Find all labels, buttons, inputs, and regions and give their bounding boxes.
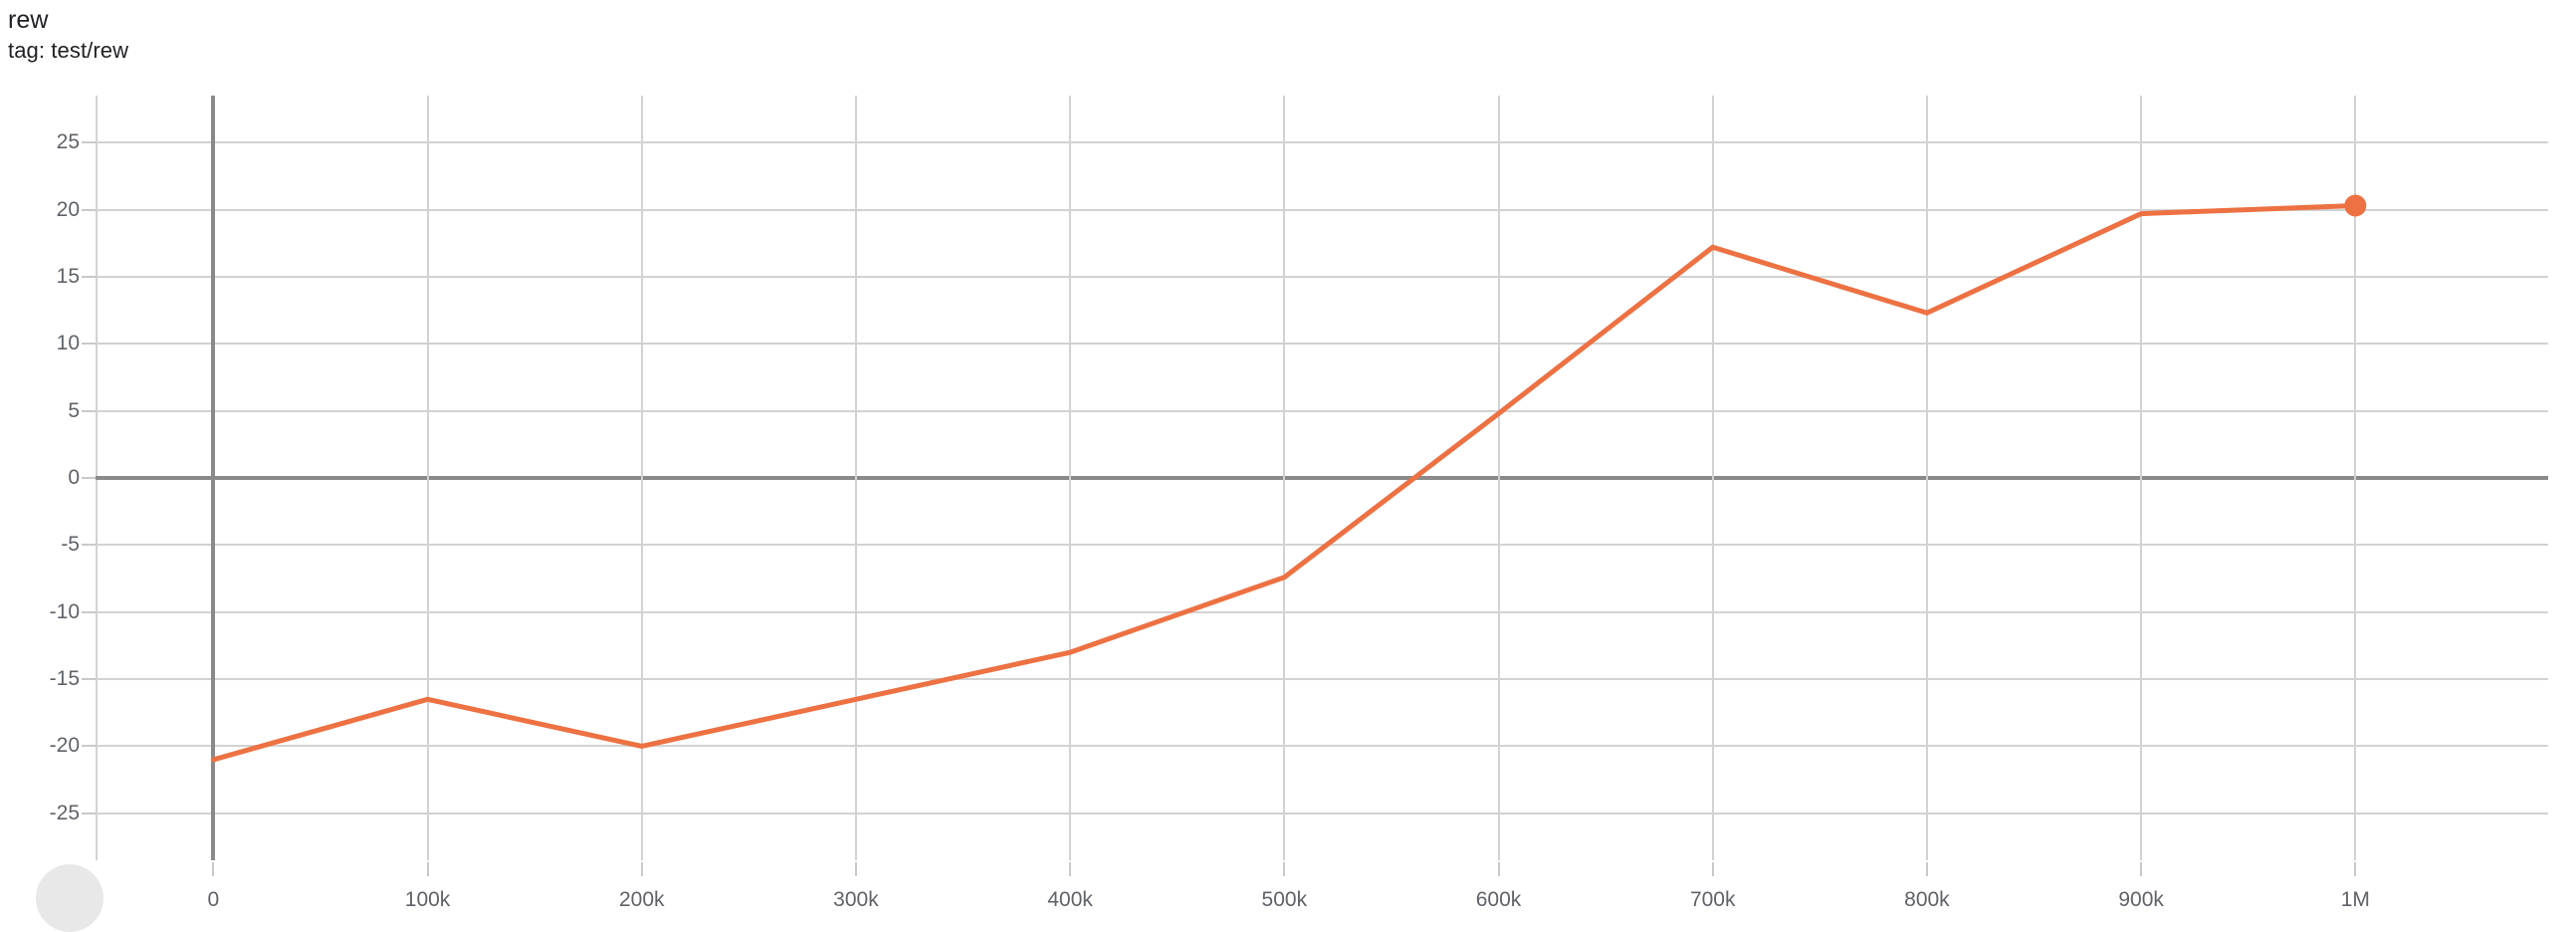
gridline-horizontal xyxy=(96,812,2548,815)
y-tick-label: 25 xyxy=(56,130,80,154)
x-tick-label: 100k xyxy=(404,888,451,911)
y-tick-label: 20 xyxy=(56,197,80,221)
y-tick-label: -20 xyxy=(49,734,80,758)
x-tick-mark xyxy=(1711,862,1714,876)
gridline-horizontal xyxy=(96,610,2548,613)
gridline-horizontal xyxy=(96,275,2548,278)
gridline-vertical xyxy=(854,96,857,860)
y-tick-label: 15 xyxy=(56,264,80,288)
x-tick-label: 500k xyxy=(1261,888,1308,911)
page-title: rew xyxy=(8,6,49,34)
y-tick-label: -10 xyxy=(49,599,80,623)
series-layer xyxy=(210,194,2367,763)
series-endpoint-marker xyxy=(2344,194,2367,217)
x-tick-mark xyxy=(640,862,643,876)
y-tick-mark xyxy=(82,745,96,748)
y-axis-line xyxy=(211,96,216,860)
series-line-test-rew xyxy=(210,202,2358,763)
y-tick-mark xyxy=(82,678,96,681)
x-tick-mark xyxy=(1925,862,1928,876)
plot-area[interactable] xyxy=(96,96,2548,860)
x-tick-mark xyxy=(2354,862,2357,876)
x-tick-mark xyxy=(854,862,857,876)
x-axis-labels: 0 100k 200k 300k 400k 500k 600k 700k 800k 900k 1M xyxy=(96,862,2548,911)
gridline-vertical xyxy=(2140,96,2143,860)
x-tick-mark xyxy=(212,862,215,876)
gridline-horizontal xyxy=(96,678,2548,681)
x-tick-label: 400k xyxy=(1047,888,1093,911)
y-tick-mark xyxy=(82,275,96,278)
x-tick-label: 1M xyxy=(2340,888,2370,911)
y-tick-label: -15 xyxy=(49,667,80,691)
y-tick-mark xyxy=(82,343,96,346)
x-tick-mark xyxy=(426,862,429,876)
gridline-horizontal xyxy=(96,745,2548,748)
y-tick-mark xyxy=(82,409,96,412)
x-tick-mark xyxy=(1283,862,1286,876)
x-tick-label: 300k xyxy=(833,888,879,911)
gridline-vertical xyxy=(1069,96,1072,860)
y-axis-tick-marks xyxy=(0,96,96,860)
y-tick-mark xyxy=(82,610,96,613)
y-axis-labels: 25 20 15 10 5 0 -5 -10 -15 -20 -25 xyxy=(0,96,80,860)
gridline-horizontal xyxy=(96,343,2548,346)
x-tick-label: 800k xyxy=(1904,888,1950,911)
x-tick-label: 0 xyxy=(207,888,220,911)
gridline-vertical xyxy=(1283,96,1286,860)
gridline-horizontal xyxy=(96,141,2548,144)
x-tick-mark xyxy=(1069,862,1072,876)
x-tick-mark xyxy=(2140,862,2143,876)
chart-tag-label: tag: test/rew xyxy=(8,37,129,63)
y-tick-label: -25 xyxy=(49,801,80,824)
y-tick-mark xyxy=(82,208,96,211)
x-tick-label: 900k xyxy=(2118,888,2164,911)
x-tick-mark xyxy=(1497,862,1500,876)
gridline-horizontal xyxy=(96,544,2548,547)
x-tick-label: 700k xyxy=(1689,888,1736,911)
gridline-horizontal xyxy=(96,409,2548,412)
gridline-horizontal xyxy=(96,208,2548,211)
gridline-vertical xyxy=(640,96,643,860)
gridline-vertical xyxy=(426,96,429,860)
y-tick-label: 5 xyxy=(68,398,80,422)
gridline-vertical xyxy=(1925,96,1928,860)
y-tick-label: 10 xyxy=(56,332,80,355)
gridline-vertical xyxy=(1711,96,1714,860)
y-tick-label: 0 xyxy=(68,466,80,489)
x-tick-label: 600k xyxy=(1475,888,1522,911)
y-tick-label: -5 xyxy=(61,533,80,557)
x-tick-label: 200k xyxy=(618,888,665,911)
y-tick-mark xyxy=(82,812,96,815)
gridline-vertical xyxy=(2354,96,2357,860)
y-tick-mark xyxy=(82,544,96,547)
y-tick-mark xyxy=(82,477,96,479)
gridline-vertical xyxy=(1497,96,1500,860)
corner-decoration-circle xyxy=(36,864,104,932)
zero-gridline xyxy=(96,476,2548,480)
y-tick-mark xyxy=(82,141,96,144)
chart-header: rew tag: test/rew xyxy=(8,6,128,63)
